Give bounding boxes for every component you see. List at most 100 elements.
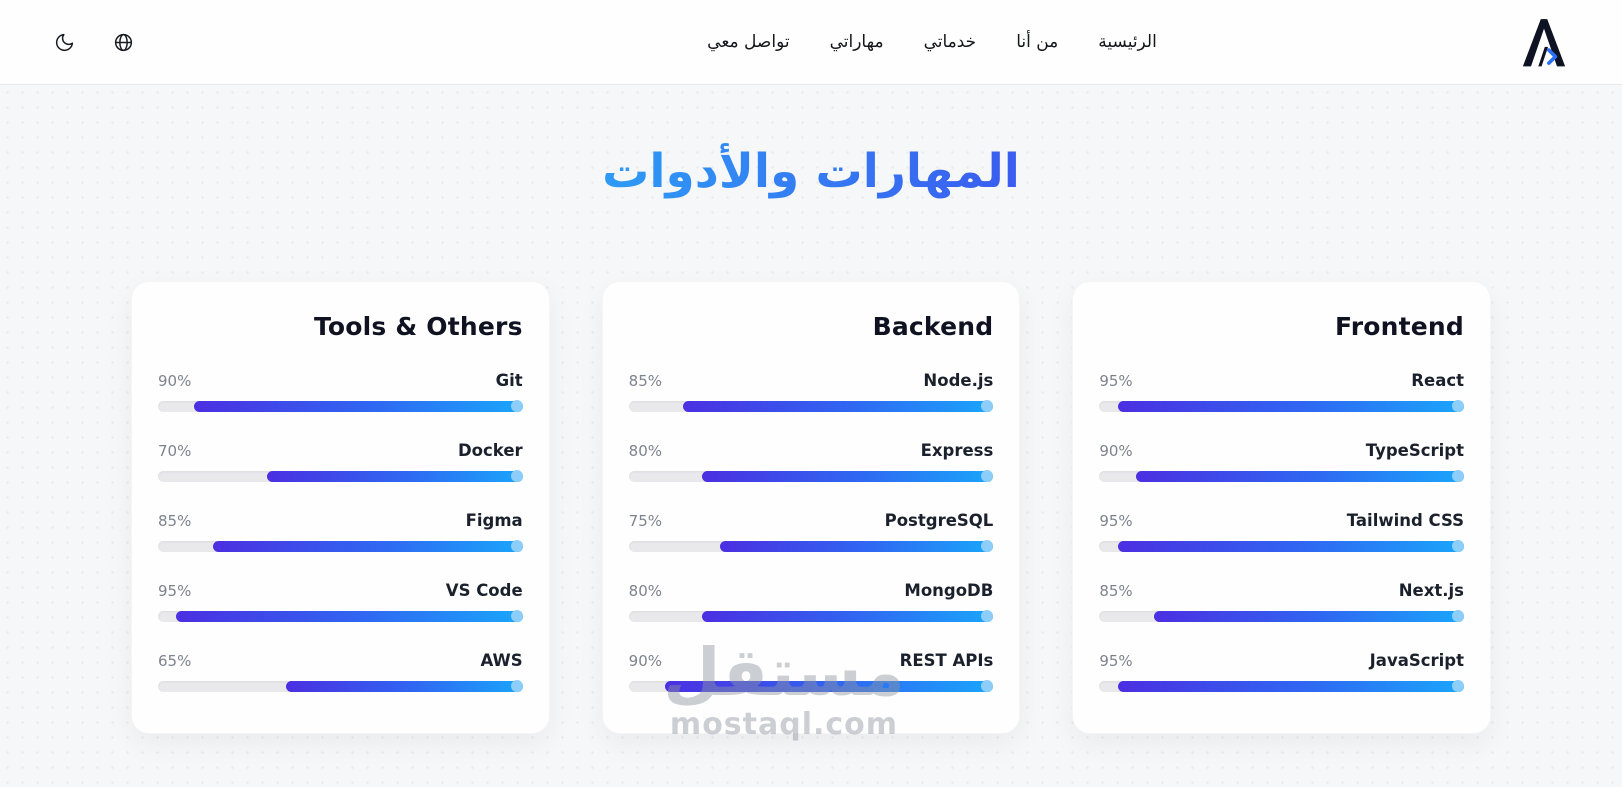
skill-name: JavaScript	[1369, 650, 1464, 670]
nav-item-about[interactable]: من أنا	[1016, 32, 1059, 52]
skill-progress-track	[157, 400, 523, 412]
skill-card-backend: Backend Node.js 85% Express 80% PostgreSQL 75%…	[601, 280, 1021, 734]
skill-percent-label: 95%	[157, 581, 192, 600]
skill-progress-track	[628, 680, 994, 692]
moon-icon	[55, 33, 74, 51]
skill-percent-label: 70%	[157, 441, 192, 460]
skill-progress-fill	[719, 540, 994, 552]
skill-name: Tailwind CSS	[1346, 510, 1464, 530]
brand-logo[interactable]	[1518, 16, 1570, 68]
skill-row: Docker 70%	[157, 441, 523, 482]
skill-name: AWS	[480, 650, 523, 670]
nav-item-skills[interactable]: مهاراتي	[829, 32, 884, 52]
skill-progress-fill	[701, 610, 994, 622]
skill-name: Node.js	[923, 370, 994, 390]
skill-row: TypeScript 90%	[1099, 441, 1464, 482]
skill-name: Docker	[457, 440, 523, 460]
skill-progress-track	[628, 470, 994, 482]
skill-row-header: React 95%	[1099, 371, 1464, 390]
skill-row: MongoDB 80%	[628, 581, 994, 622]
skill-card-frontend: Frontend React 95% TypeScript 90% Tailwind CS…	[1072, 280, 1491, 734]
skill-progress-fill	[1117, 540, 1464, 552]
skill-progress-fill	[665, 680, 994, 692]
skill-row: Git 90%	[157, 371, 523, 412]
language-toggle-button[interactable]	[111, 30, 136, 55]
skill-row-header: Git 90%	[158, 371, 523, 390]
skill-progress-track	[1099, 680, 1464, 692]
skill-row-header: Node.js 85%	[629, 371, 994, 390]
skill-progress-track	[1099, 610, 1464, 622]
skill-name: TypeScript	[1365, 440, 1464, 460]
a-code-logo-icon	[1522, 19, 1566, 67]
theme-toggle-button[interactable]	[52, 30, 77, 55]
nav-item-contact[interactable]: تواصل معي	[707, 32, 790, 52]
skill-percent-label: 95%	[1099, 371, 1133, 390]
skill-progress-track	[157, 680, 523, 692]
skill-name: MongoDB	[904, 580, 994, 600]
skill-row-header: Docker 70%	[158, 441, 523, 460]
skill-percent-label: 90%	[1099, 441, 1133, 460]
skill-progress-fill	[1135, 470, 1464, 482]
skill-row-header: PostgreSQL 75%	[629, 511, 994, 530]
top-navbar: الرئيسية من أنا خدماتي مهاراتي تواصل معي	[0, 0, 1622, 85]
skill-progress-fill	[194, 400, 523, 412]
nav-item-home[interactable]: الرئيسية	[1098, 32, 1157, 52]
skill-row-header: REST APIs 90%	[629, 651, 994, 670]
skill-row-header: Express 80%	[629, 441, 994, 460]
skill-card-tools: Tools & Others Git 90% Docker 70% Figma 85% VS …	[130, 280, 550, 734]
skill-row: JavaScript 95%	[1099, 651, 1464, 692]
skill-percent-label: 95%	[1099, 511, 1133, 530]
skill-percent-label: 90%	[628, 651, 662, 670]
skill-progress-track	[628, 540, 994, 552]
skill-name: VS Code	[445, 580, 523, 600]
skill-progress-fill	[176, 610, 523, 622]
header-controls	[52, 30, 136, 55]
skill-row: AWS 65%	[157, 651, 523, 692]
skill-percent-label: 90%	[157, 371, 192, 390]
skill-progress-track	[628, 400, 994, 412]
skill-row: React 95%	[1099, 371, 1464, 412]
skill-progress-track	[1099, 470, 1464, 482]
skill-row: Figma 85%	[157, 511, 523, 552]
skill-percent-label: 85%	[157, 511, 192, 530]
skill-row: Node.js 85%	[628, 371, 994, 412]
skill-progress-fill	[267, 470, 523, 482]
skill-row-header: Figma 85%	[158, 511, 523, 530]
skill-percent-label: 95%	[1099, 651, 1133, 670]
skill-name: Express	[920, 440, 994, 460]
skill-percent-label: 80%	[628, 441, 662, 460]
skill-row-header: Tailwind CSS 95%	[1099, 511, 1464, 530]
skill-percent-label: 85%	[628, 371, 662, 390]
skill-name: PostgreSQL	[884, 510, 994, 530]
nav-item-services[interactable]: خدماتي	[923, 32, 977, 52]
skill-percent-label: 80%	[628, 581, 662, 600]
skill-progress-track	[1099, 400, 1464, 412]
skill-progress-fill	[285, 680, 523, 692]
skill-progress-track	[157, 540, 523, 552]
skill-name: Next.js	[1398, 580, 1464, 600]
card-title: Frontend	[1335, 311, 1464, 341]
skill-progress-track	[1099, 540, 1464, 552]
skill-progress-track	[157, 470, 523, 482]
skill-row-header: VS Code 95%	[158, 581, 523, 600]
skill-row: REST APIs 90%	[628, 651, 994, 692]
globe-icon	[114, 33, 133, 51]
skill-progress-fill	[212, 540, 523, 552]
skill-progress-track	[628, 610, 994, 622]
skill-row: Next.js 85%	[1099, 581, 1464, 622]
page-title: المهارات والأدوات	[602, 139, 1020, 205]
skill-percent-label: 65%	[157, 651, 192, 670]
skill-name: React	[1411, 370, 1464, 390]
skill-progress-fill	[683, 400, 994, 412]
skill-name: Figma	[465, 510, 523, 530]
skill-row-header: MongoDB 80%	[629, 581, 994, 600]
skill-row: VS Code 95%	[157, 581, 523, 622]
skill-row-header: TypeScript 90%	[1099, 441, 1464, 460]
skill-progress-fill	[701, 470, 994, 482]
skill-row-header: AWS 65%	[158, 651, 523, 670]
skill-row: PostgreSQL 75%	[628, 511, 994, 552]
skill-name: REST APIs	[899, 650, 994, 670]
skills-section: المهارات والأدوات Frontend React 95% TypeSc…	[0, 139, 1622, 734]
skill-progress-fill	[1117, 400, 1464, 412]
skills-cards-row: Frontend React 95% TypeScript 90% Tailwind CS…	[130, 280, 1491, 734]
